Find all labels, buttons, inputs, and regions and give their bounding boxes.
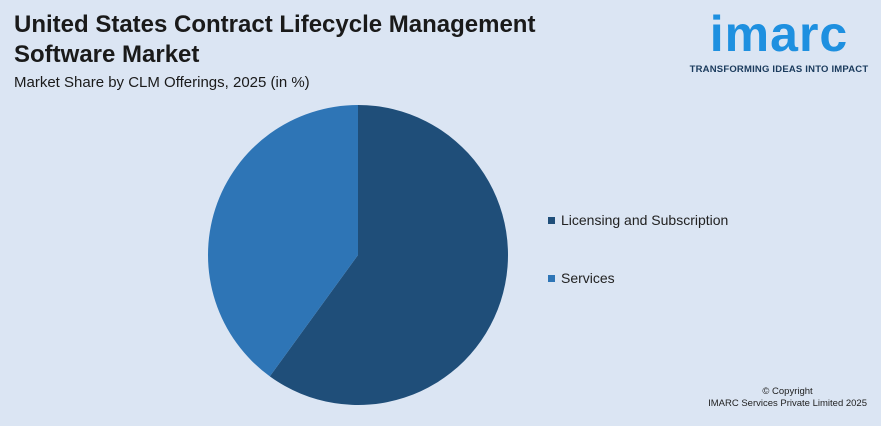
- copyright-company: IMARC Services Private Limited 2025: [708, 398, 867, 409]
- logo-wordmark: imarc: [709, 6, 849, 62]
- legend-label: Licensing and Subscription: [561, 212, 729, 228]
- imarc-logo: imarc TRANSFORMING IDEAS INTO IMPACT: [689, 6, 869, 75]
- legend-label: Services: [561, 270, 615, 286]
- chart-subtitle: Market Share by CLM Offerings, 2025 (in …: [14, 74, 310, 91]
- legend-item-services: Services: [548, 268, 728, 288]
- legend-item-licensing: Licensing and Subscription: [548, 210, 728, 230]
- chart-title: United States Contract Lifecycle Managem…: [14, 11, 536, 68]
- legend-swatch: [548, 216, 555, 224]
- pie-slice-services: [208, 105, 358, 377]
- copyright: © Copyright IMARC Services Private Limit…: [708, 386, 867, 410]
- copyright-line: © Copyright: [762, 386, 813, 397]
- pie-slice-licensing-and-subscription: [269, 105, 509, 406]
- legend-swatch: [548, 274, 555, 282]
- legend: Licensing and Subscription Services: [548, 210, 728, 326]
- logo-tagline: TRANSFORMING IDEAS INTO IMPACT: [689, 64, 869, 75]
